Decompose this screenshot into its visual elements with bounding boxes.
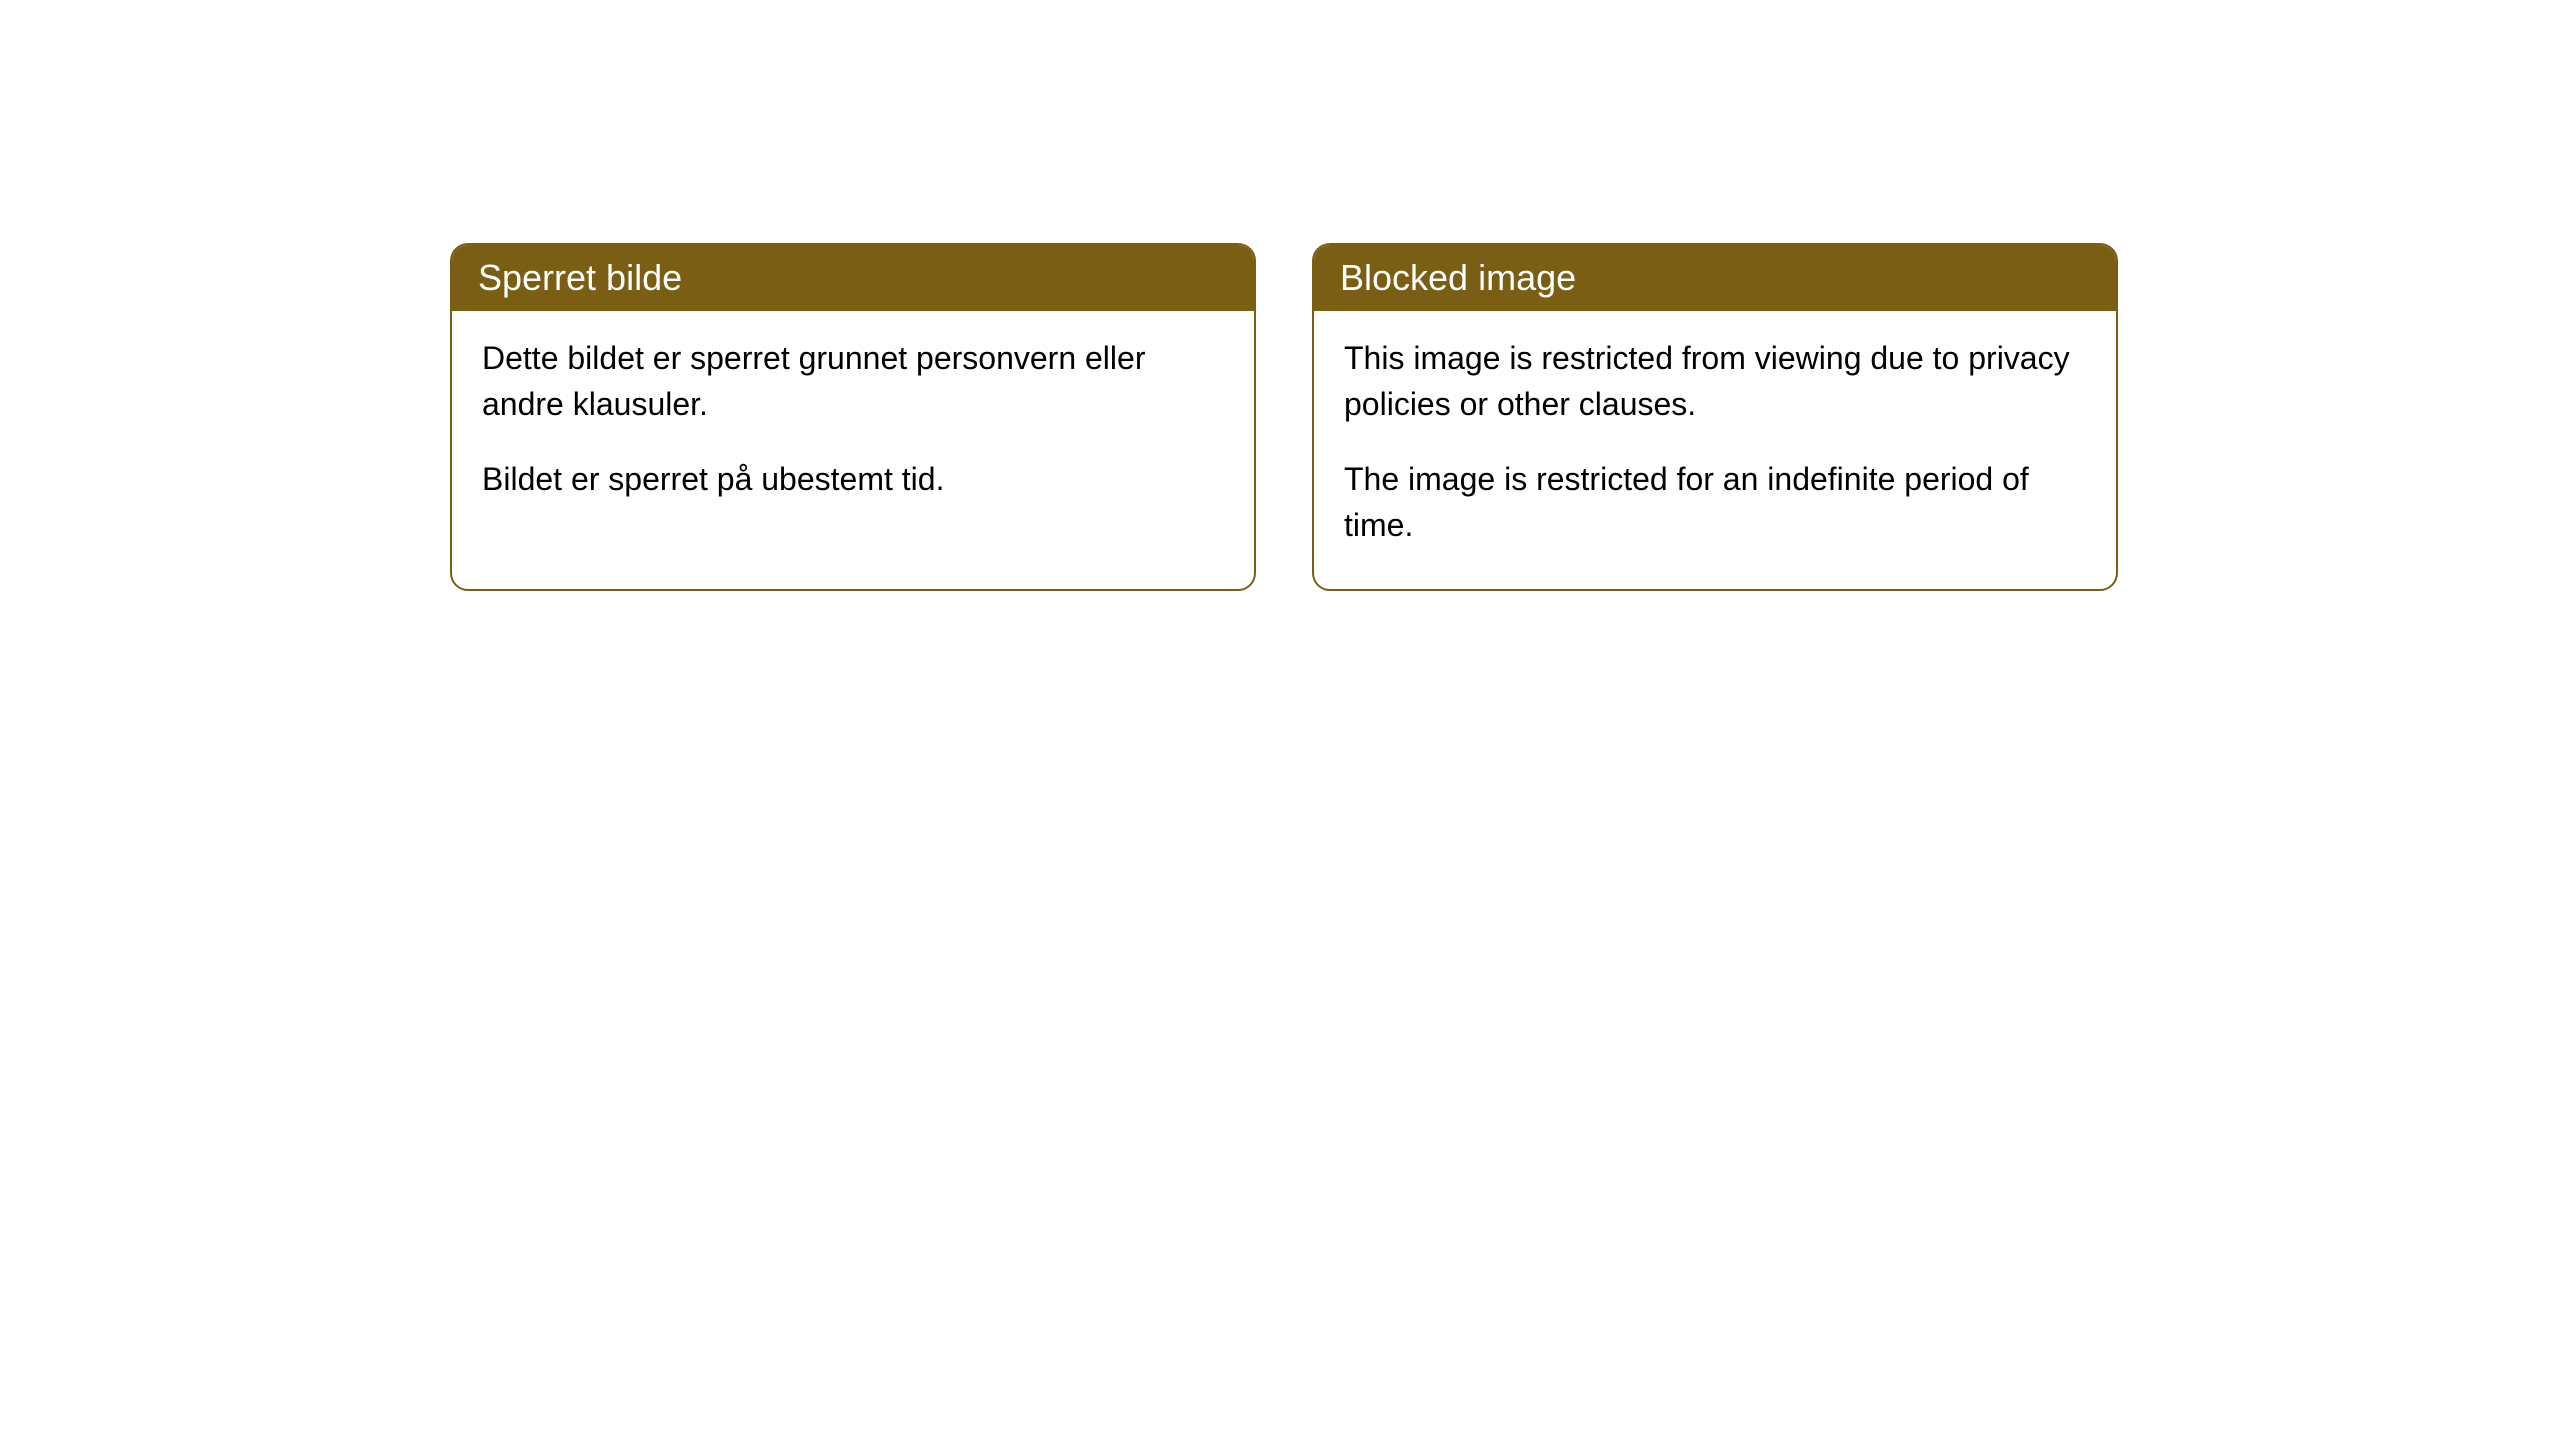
notice-header-english: Blocked image bbox=[1314, 245, 2116, 311]
notice-paragraph-1-english: This image is restricted from viewing du… bbox=[1344, 335, 2086, 428]
notice-paragraph-2-english: The image is restricted for an indefinit… bbox=[1344, 456, 2086, 549]
notice-card-english: Blocked image This image is restricted f… bbox=[1312, 243, 2118, 591]
notice-title-norwegian: Sperret bilde bbox=[478, 257, 682, 298]
notice-title-english: Blocked image bbox=[1340, 257, 1576, 298]
notice-card-norwegian: Sperret bilde Dette bildet er sperret gr… bbox=[450, 243, 1256, 591]
notice-paragraph-1-norwegian: Dette bildet er sperret grunnet personve… bbox=[482, 335, 1224, 428]
notice-header-norwegian: Sperret bilde bbox=[452, 245, 1254, 311]
notice-body-norwegian: Dette bildet er sperret grunnet personve… bbox=[452, 311, 1254, 542]
notice-container: Sperret bilde Dette bildet er sperret gr… bbox=[0, 0, 2560, 591]
notice-paragraph-2-norwegian: Bildet er sperret på ubestemt tid. bbox=[482, 456, 1224, 502]
notice-body-english: This image is restricted from viewing du… bbox=[1314, 311, 2116, 589]
